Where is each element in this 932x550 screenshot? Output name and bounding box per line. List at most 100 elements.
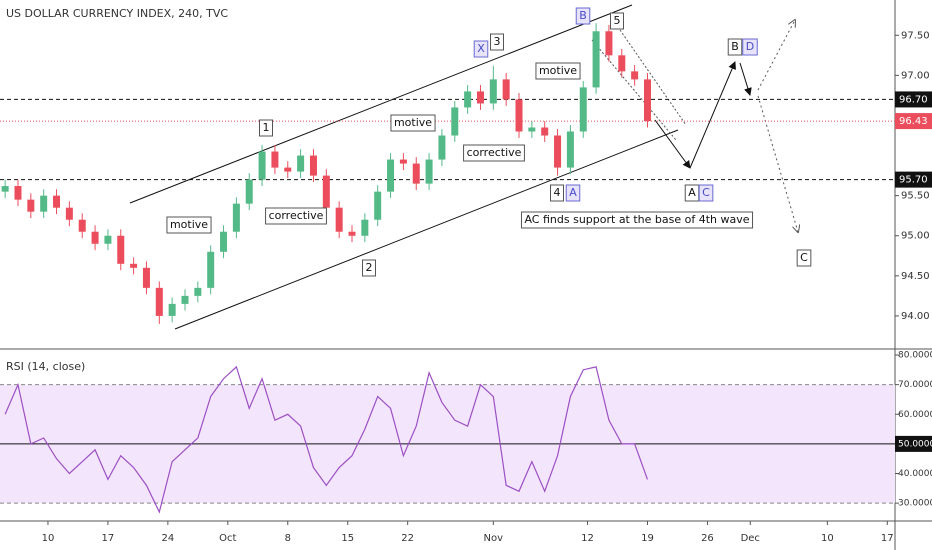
candle-body <box>412 163 420 184</box>
candle-body <box>1 186 9 192</box>
candle-body <box>220 231 228 252</box>
annotation-box <box>520 211 754 229</box>
annotation: X <box>477 42 485 55</box>
x-tick-label: Oct <box>219 533 236 544</box>
channel-lower <box>174 129 679 330</box>
x-tick-label: 10 <box>42 533 55 544</box>
annotation: B <box>731 40 739 53</box>
candle-body <box>142 267 150 288</box>
x-tick-label: 24 <box>161 533 174 544</box>
annotation: 4 <box>554 186 561 199</box>
annotation: C <box>702 186 710 199</box>
annotation-box <box>473 40 489 58</box>
candle-body <box>117 235 125 264</box>
candle-body <box>232 203 240 232</box>
y-tick-label: 94.50 <box>901 271 930 282</box>
y-tick-tag <box>895 435 932 452</box>
candle-body <box>53 195 61 208</box>
candle-body <box>348 231 356 236</box>
candle-body <box>438 135 446 160</box>
annotation: motive <box>394 116 432 129</box>
annotation: A <box>569 186 577 199</box>
rsi-line <box>4 365 649 514</box>
candle-body <box>335 207 343 232</box>
x-tick-label: 12 <box>581 533 594 544</box>
x-tick-label: 22 <box>401 533 414 544</box>
annotation-box <box>565 184 581 202</box>
candle-body <box>271 151 279 168</box>
candle-body <box>104 235 112 244</box>
x-tick-label: 8 <box>285 533 291 544</box>
projection <box>654 119 691 169</box>
x-tick-label: 15 <box>341 533 354 544</box>
candle-body <box>207 251 215 288</box>
candle-body <box>374 191 382 220</box>
level-label: 96.70 <box>899 94 928 105</box>
candle-body <box>476 91 484 104</box>
projection <box>739 62 752 96</box>
y-tick-label: 50.0000 <box>898 439 932 449</box>
projection-dotted <box>757 20 795 91</box>
candle-body <box>605 31 613 56</box>
level-tag <box>895 171 932 188</box>
y-tick-label: 97.50 <box>901 30 930 41</box>
projection <box>689 61 736 169</box>
annotation-box <box>490 33 504 51</box>
annotation: corrective <box>269 209 324 222</box>
candle-body <box>284 167 292 172</box>
y-tick-label: 95.50 <box>901 191 930 202</box>
annotation: C <box>800 251 808 264</box>
last-price-tag <box>895 113 932 130</box>
candle-body <box>502 79 510 100</box>
annotation: motive <box>170 218 208 231</box>
candle-body <box>464 91 472 108</box>
x-tick-label: 26 <box>701 533 714 544</box>
candle-body <box>27 199 35 212</box>
x-tick-label: 17 <box>881 533 894 544</box>
channel-upper <box>129 4 633 204</box>
annotation-box <box>796 249 812 267</box>
candle-body <box>40 195 48 212</box>
candle-body <box>451 107 459 136</box>
annotation-box <box>390 114 436 132</box>
annotation-box <box>463 144 525 162</box>
candle-body <box>78 219 86 232</box>
candle-body <box>65 207 73 220</box>
candle-body <box>515 99 523 132</box>
candle-body <box>322 175 330 208</box>
candle-body <box>631 71 639 80</box>
candle-body <box>181 295 189 304</box>
candle-body <box>541 127 549 136</box>
y-tick-label: 60.0000 <box>898 410 932 420</box>
candle-body <box>579 87 587 132</box>
annotation: 5 <box>614 14 621 27</box>
candle-body <box>554 135 562 168</box>
annotation-box <box>575 7 591 25</box>
mini-channel <box>591 39 677 141</box>
y-tick-label: 70.0000 <box>898 380 932 390</box>
annotation-box <box>166 216 212 234</box>
candle-body <box>258 151 266 180</box>
y-tick-label: 80.0000 <box>898 351 932 361</box>
last-price-label: 96.43 <box>899 116 928 127</box>
mini-channel <box>619 29 687 126</box>
candle-body <box>309 155 317 176</box>
annotation-box <box>265 207 327 225</box>
candle-body <box>155 287 163 316</box>
x-tick-label: 10 <box>821 533 834 544</box>
annotation-box <box>698 184 714 202</box>
annotation: 2 <box>366 261 373 274</box>
annotation-box <box>742 38 758 56</box>
candle-body <box>14 186 22 200</box>
candle-body <box>592 31 600 88</box>
candle-body <box>618 55 626 72</box>
candle-body <box>399 159 407 164</box>
annotation: A <box>688 186 696 199</box>
annotation-box <box>550 184 564 202</box>
level-label: 95.70 <box>899 175 928 186</box>
candle-body <box>361 219 369 236</box>
chart-title: US DOLLAR CURRENCY INDEX, 240, TVC <box>6 7 228 20</box>
annotation: B <box>579 9 587 22</box>
candle-body <box>91 231 99 244</box>
